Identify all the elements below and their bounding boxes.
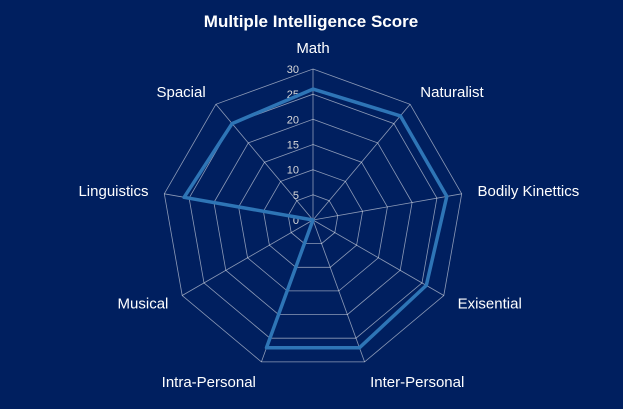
category-label: Naturalist bbox=[420, 84, 484, 101]
grid-spoke bbox=[312, 104, 411, 221]
grid-ring-25 bbox=[188, 93, 438, 339]
series-line bbox=[182, 87, 449, 350]
category-label: Musical bbox=[118, 296, 169, 313]
grid-spoke bbox=[312, 193, 462, 221]
category-label: Bodily Kinettics bbox=[478, 183, 580, 200]
grid-ring-5 bbox=[287, 194, 339, 245]
category-label: Linguistics bbox=[78, 183, 148, 200]
category-labels: Math Naturalist Bodily Kinettics Exisential… bbox=[78, 40, 579, 391]
tick-label: 5 bbox=[293, 190, 299, 202]
tick-label: 20 bbox=[287, 114, 299, 126]
series-layer bbox=[182, 87, 449, 350]
tick-label: 10 bbox=[287, 165, 299, 177]
radar-grid bbox=[163, 68, 463, 363]
chart-title: Multiple Intelligence Score bbox=[204, 12, 418, 31]
grid-ring-20 bbox=[213, 118, 413, 316]
grid-ring-10 bbox=[262, 169, 364, 268]
tick-label: 30 bbox=[287, 64, 299, 76]
grid-spoke bbox=[182, 219, 314, 296]
grid-ring-15 bbox=[238, 144, 388, 292]
category-label: Spacial bbox=[156, 84, 205, 101]
category-label: Exisential bbox=[458, 296, 522, 313]
tick-label: 15 bbox=[287, 140, 299, 152]
grid-spoke bbox=[312, 219, 444, 296]
tick-label: 0 bbox=[293, 215, 299, 227]
category-label: Math bbox=[296, 40, 329, 57]
category-label: Intra-Personal bbox=[162, 374, 256, 391]
grid-spoke bbox=[312, 219, 365, 363]
grid-ring-30 bbox=[163, 68, 463, 363]
category-label: Inter-Personal bbox=[370, 374, 464, 391]
